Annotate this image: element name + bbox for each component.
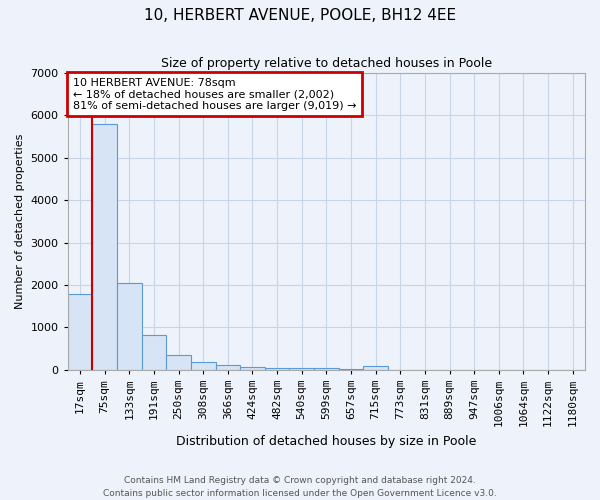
Bar <box>142 334 166 370</box>
Text: 10 HERBERT AVENUE: 78sqm
← 18% of detached houses are smaller (2,002)
81% of sem: 10 HERBERT AVENUE: 78sqm ← 18% of detach… <box>73 78 356 110</box>
Bar <box>166 356 191 370</box>
Text: Contains HM Land Registry data © Crown copyright and database right 2024.
Contai: Contains HM Land Registry data © Crown c… <box>103 476 497 498</box>
Bar <box>265 368 289 370</box>
Bar <box>191 362 215 370</box>
Text: 10, HERBERT AVENUE, POOLE, BH12 4EE: 10, HERBERT AVENUE, POOLE, BH12 4EE <box>144 8 456 22</box>
Y-axis label: Number of detached properties: Number of detached properties <box>15 134 25 309</box>
Bar <box>117 283 142 370</box>
Bar <box>314 368 338 370</box>
Bar <box>289 368 314 370</box>
Title: Size of property relative to detached houses in Poole: Size of property relative to detached ho… <box>161 58 492 70</box>
Bar <box>92 124 117 370</box>
Bar <box>215 365 240 370</box>
Bar <box>68 294 92 370</box>
Bar <box>240 367 265 370</box>
Bar <box>338 368 364 370</box>
X-axis label: Distribution of detached houses by size in Poole: Distribution of detached houses by size … <box>176 434 476 448</box>
Bar <box>364 366 388 370</box>
